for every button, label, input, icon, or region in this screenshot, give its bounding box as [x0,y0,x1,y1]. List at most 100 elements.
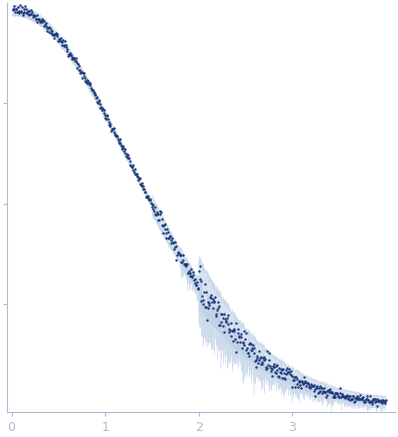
Point [188,272,195,279]
Point [164,225,170,232]
Point [206,299,212,306]
Point [362,398,369,405]
Point [160,223,166,230]
Point [279,375,286,382]
Point [271,364,277,371]
Point [306,383,313,390]
Point [285,368,292,375]
Point [47,29,54,36]
Point [11,6,17,13]
Point [152,210,158,217]
Point [265,357,272,364]
Point [148,200,154,207]
Point [336,394,342,401]
Point [337,385,343,392]
Point [63,42,69,49]
Point [346,392,352,399]
Point [194,279,200,286]
Point [309,383,316,390]
Point [343,394,349,401]
Point [98,104,104,111]
Point [343,393,350,400]
Point [205,298,211,305]
Point [34,18,41,25]
Point [307,384,314,391]
Point [150,205,156,212]
Point [155,216,162,223]
Point [35,16,41,23]
Point [360,396,366,403]
Point [32,12,38,19]
Point [328,389,335,396]
Point [216,322,222,329]
Point [340,393,347,400]
Point [115,135,121,142]
Point [215,298,221,305]
Point [86,81,92,88]
Point [208,291,215,298]
Point [113,132,119,139]
Point [371,395,377,402]
Point [310,382,317,389]
Point [308,381,314,388]
Point [351,398,357,405]
Point [96,97,102,104]
Point [78,68,84,75]
Point [122,149,129,156]
Point [162,220,168,227]
Point [357,396,363,403]
Point [239,345,245,352]
Point [103,113,110,120]
Point [290,376,296,383]
Point [27,6,34,13]
Point [110,129,117,136]
Point [342,395,349,402]
Point [84,76,90,83]
Point [64,45,70,52]
Point [383,396,389,403]
Point [204,316,210,323]
Point [242,336,248,343]
Point [251,345,257,352]
Point [195,285,201,292]
Point [179,259,185,266]
Point [297,382,304,388]
Point [229,328,235,335]
Point [82,78,89,85]
Point [350,393,356,400]
Point [327,386,333,393]
Point [172,244,178,251]
Point [182,262,188,269]
Point [186,269,193,276]
Point [324,387,330,394]
Point [44,28,50,35]
Point [224,314,230,321]
Point [140,186,146,193]
Point [117,135,123,142]
Point [357,391,363,398]
Point [237,339,243,346]
Point [185,270,191,277]
Point [80,70,87,77]
Point [316,385,322,392]
Point [207,294,213,301]
Point [80,69,86,76]
Point [53,30,59,37]
Point [335,392,341,399]
Point [112,131,119,138]
Point [334,389,340,396]
Point [76,66,82,73]
Point [230,337,236,344]
Point [15,4,21,11]
Point [71,55,78,62]
Point [163,234,170,241]
Point [101,109,107,116]
Point [249,344,255,351]
Point [367,392,373,399]
Point [338,390,345,397]
Point [99,106,105,113]
Point [197,297,204,304]
Point [145,193,152,200]
Point [279,366,285,373]
Point [361,399,368,406]
